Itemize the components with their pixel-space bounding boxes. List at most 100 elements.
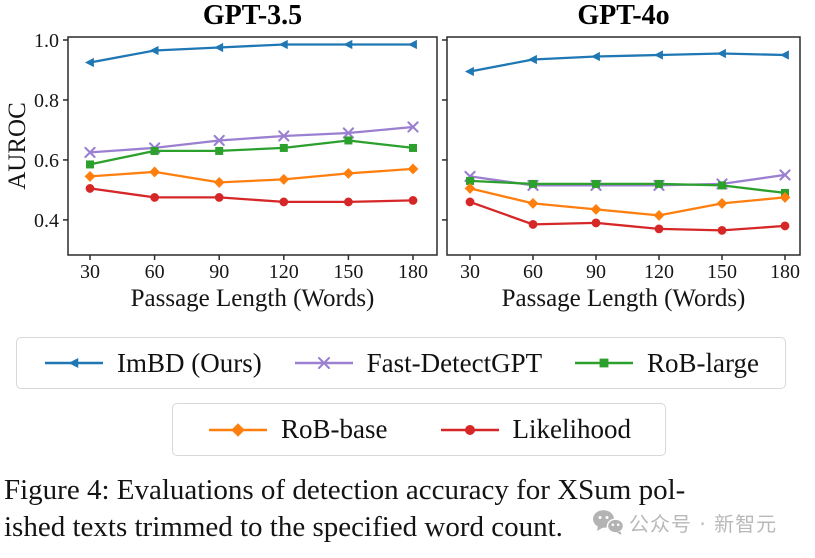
figure-caption: Figure 4: Evaluations of detection accur… (4, 472, 815, 546)
series-marker (717, 226, 727, 235)
series-marker (407, 163, 419, 175)
series-marker (464, 66, 474, 77)
series-marker (466, 176, 474, 185)
chart-title-gpt4o: GPT-4o (577, 0, 670, 31)
series-marker (592, 179, 600, 188)
x-tick-label: 150 (707, 261, 737, 283)
series-marker (779, 192, 791, 203)
chart-gpt4o: 30 60 90 120 150 180 (442, 36, 801, 283)
caption-line-2: ished texts trimmed to the specified wor… (4, 511, 563, 543)
series-marker (407, 121, 419, 133)
series-marker (278, 130, 290, 142)
series-marker (214, 193, 224, 202)
series-marker (590, 51, 600, 62)
series-marker (716, 48, 726, 59)
y-tick-label: 0.6 (34, 150, 59, 172)
legend-item-rob-large: RoB-large (573, 348, 759, 379)
likelihood-line-marker-icon (440, 424, 499, 435)
series-marker (464, 424, 475, 435)
series-marker (68, 358, 79, 368)
series-marker (344, 197, 353, 207)
y-tick-label: 0.4 (34, 210, 59, 232)
x-tick-label: 30 (460, 261, 480, 283)
y-axis-label: AUROC (4, 102, 31, 190)
x-axis-label-gpt35: Passage Length (Words) (130, 285, 375, 312)
series-line (468, 200, 787, 232)
series-marker (655, 179, 663, 188)
series-marker (527, 54, 537, 65)
imbd-line-marker-icon (45, 358, 103, 368)
series-line (88, 43, 415, 64)
series-marker (653, 50, 663, 60)
series-marker (213, 177, 225, 188)
legend-item-likelihood: Likelihood (439, 414, 631, 445)
wechat-icon (593, 510, 624, 535)
series-marker (149, 45, 159, 56)
x-tick-label: 60 (523, 261, 543, 283)
x-tick-label: 90 (209, 261, 229, 283)
series-marker (279, 197, 289, 207)
watermark: 公众号 · 新智元 (592, 508, 777, 537)
series-marker (342, 127, 355, 139)
series-marker (278, 174, 290, 185)
legend-label-fast-detectgpt: Fast-DetectGPT (366, 347, 543, 378)
legend-item-imbd: ImBD (Ours) (43, 348, 262, 379)
legend-label-rob-base: RoB-base (281, 414, 388, 444)
series-marker (591, 218, 601, 228)
series-marker (653, 210, 665, 221)
plot-frame (67, 36, 438, 256)
watermark-text: 公众号 · 新智元 (629, 512, 778, 536)
series-marker (84, 146, 96, 159)
series-marker (215, 146, 224, 155)
series-marker (465, 197, 475, 207)
chart-gpt35: 0.4 0.6 0.8 1.0 30 60 90 120 150 180 (34, 32, 438, 283)
legend-row-1: ImBD (Ours) Fast-DetectGPT RoB-large (16, 337, 786, 389)
series-marker (279, 143, 288, 152)
series-line (88, 139, 415, 166)
x-axis-label-gpt4o: Passage Length (Words) (501, 285, 746, 312)
fast-detectgpt-line-marker-icon (294, 356, 353, 370)
y-tick-label: 1.0 (34, 32, 59, 52)
legend-label-likelihood: Likelihood (512, 414, 631, 444)
series-marker (718, 181, 726, 190)
series-marker (527, 198, 539, 209)
series-marker (407, 39, 417, 50)
series-marker (590, 204, 602, 215)
series-marker (317, 356, 330, 370)
series-line (468, 179, 787, 195)
plot-frame (446, 36, 801, 256)
legend-item-rob-base: RoB-base (207, 414, 387, 445)
series-marker (528, 220, 538, 229)
series-marker (343, 168, 354, 179)
series-marker (344, 136, 353, 145)
caption-line-1: Figure 4: Evaluations of detection accur… (4, 474, 686, 506)
series-marker (86, 160, 94, 169)
series-marker (599, 358, 609, 368)
x-tick-label: 60 (145, 261, 165, 283)
series-marker (780, 221, 790, 231)
legend-label-imbd: ImBD (Ours) (117, 347, 262, 378)
legend-item-fast-detectgpt: Fast-DetectGPT (293, 348, 542, 379)
rob-base-line-marker-icon (209, 422, 267, 437)
series-marker (231, 422, 245, 437)
series-line (468, 52, 787, 73)
x-tick-label: 150 (333, 261, 363, 283)
series-marker (343, 39, 353, 50)
chart-title-gpt35: GPT-3.5 (202, 0, 303, 31)
rob-large-line-marker-icon (575, 358, 634, 368)
x-tick-label: 180 (398, 261, 428, 283)
series-marker (409, 143, 417, 152)
series-line (88, 167, 415, 184)
x-tick-label: 30 (80, 261, 100, 283)
series-marker (779, 50, 789, 60)
series-marker (529, 179, 537, 188)
series-marker (408, 196, 418, 205)
series-marker (84, 171, 96, 182)
series-line (468, 187, 787, 217)
x-tick-label: 180 (770, 261, 800, 283)
series-marker (654, 224, 664, 234)
y-tick-label: 0.8 (34, 90, 59, 112)
series-marker (779, 169, 791, 181)
series-marker (150, 193, 159, 202)
